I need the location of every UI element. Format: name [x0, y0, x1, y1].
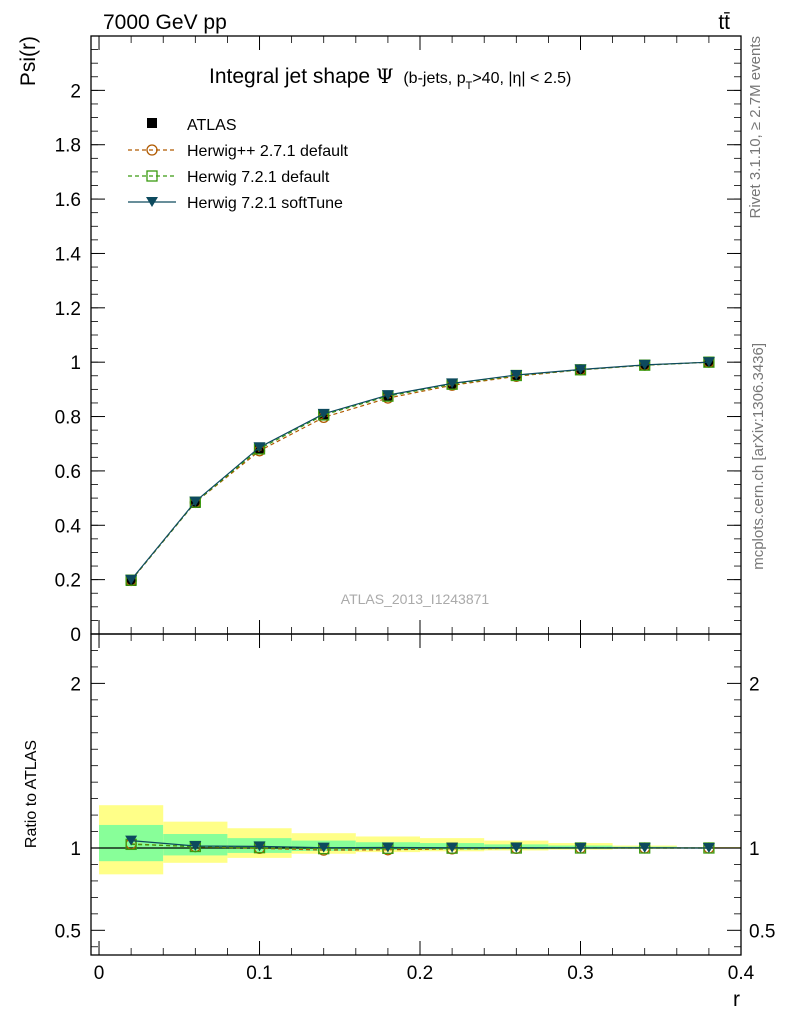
ratio-plot-panel: 0.5 0.5 1 1 2 2 0 0.1 0.2 0.3 0.4 Ratio to ATLAS r: [23, 633, 775, 1011]
chart-title-main: Integral jet shape: [209, 65, 370, 88]
legend-label: Herwig++ 2.7.1 default: [187, 143, 349, 160]
main-y-tick-label: 0.6: [55, 462, 81, 483]
ratio-series-2-point: [574, 842, 587, 853]
x-axis-label: r: [733, 988, 740, 1011]
ratio-series-2-point: [381, 842, 394, 853]
main-y-tick-label: 1.8: [55, 136, 81, 157]
ratio-series-line-1: [131, 843, 709, 850]
legend-marker-circle-open: [146, 144, 158, 156]
main-y-tick-label: 0.2: [55, 571, 81, 592]
ratio-uncertainty-bands: [99, 805, 741, 875]
legend-marker-square-open: [146, 170, 158, 182]
svg-text:Integral jet shape Ψ: Integral jet shape Ψ (b-jets, pT>40, |η|…: [209, 64, 571, 92]
main-series-3-point: [510, 369, 523, 380]
main-y-tick-label: 0: [70, 625, 81, 646]
main-plot-panel: 0 0.2 0.4 0.6 0.8 1 1.2 1.4 1.6 1.8 2 Psi(r) ATLAS…: [17, 35, 742, 646]
legend: ATLAS Herwig++ 2.7.1 default Herwig 7.2.…: [128, 117, 349, 212]
mcplots-side-label: mcplots.cern.ch [arXiv:1306.3436]: [750, 343, 767, 570]
main-series-3-point: [189, 496, 202, 507]
x-tick-label: 0.2: [407, 963, 433, 984]
main-y-tick-label: 0.4: [55, 516, 82, 537]
legend-item-herwigpp-271: Herwig++ 2.7.1 default: [128, 143, 349, 160]
ratio-plot-frame: [90, 633, 742, 956]
main-y-tick-label: 1.4: [55, 244, 82, 265]
x-tick-label: 0.3: [567, 963, 593, 984]
main-series-3-point: [638, 359, 651, 370]
chart-title: Integral jet shape Ψ (b-jets, pT>40, |η|…: [209, 64, 571, 92]
header-right-label: tt̄: [718, 11, 730, 34]
ratio-y-axis-label: Ratio to ATLAS: [23, 740, 40, 848]
main-y-tick-label: 1.2: [55, 299, 81, 320]
legend-label: ATLAS: [187, 117, 237, 134]
main-series-3-point: [253, 442, 266, 453]
legend-label: Herwig 7.2.1 default: [187, 169, 330, 186]
legend-item-atlas: ATLAS: [147, 117, 237, 134]
ratio-y-tick-label: 2: [70, 674, 81, 695]
main-series-3-point: [317, 408, 330, 419]
chart-title-cut: (b-jets, p: [403, 70, 465, 87]
ratio-series-2-point: [189, 841, 202, 852]
ratio-y-tick-label: 0.5: [55, 921, 81, 942]
legend-item-herwig721-default: Herwig 7.2.1 default: [128, 169, 330, 186]
ratio-plot-axes: 0.5 0.5 1 1 2 2 0 0.1 0.2 0.3 0.4: [55, 633, 775, 984]
main-series-3-point: [446, 378, 459, 389]
rivet-side-label: Rivet 3.1.10, ≥ 2.7M events: [747, 36, 764, 219]
main-y-tick-label: 0.8: [55, 408, 81, 429]
main-series-line-1: [130, 361, 709, 581]
ratio-series-2-point: [638, 842, 651, 853]
ratio-series-line-2: [131, 840, 709, 849]
ratio-series-2-point: [510, 842, 523, 853]
ratio-y-tick-label-right: 1: [749, 839, 760, 860]
main-plot-axes: 0 0.2 0.4 0.6 0.8 1 1.2 1.4 1.6 1.8 2: [55, 35, 742, 646]
chart-title-symbol: Ψ: [376, 64, 394, 88]
ratio-y-tick-label: 1: [70, 839, 81, 860]
main-y-tick-label: 1.6: [55, 190, 81, 211]
main-series-line-3: [130, 361, 709, 581]
chart-title-cut-sub: T: [466, 80, 473, 92]
ratio-series-2-point: [125, 835, 138, 846]
legend-label: Herwig 7.2.1 softTune: [187, 195, 343, 212]
x-tick-label: 0.4: [728, 963, 755, 984]
ratio-y-tick-label-right: 0.5: [749, 921, 775, 942]
ratio-series-line-0: [131, 843, 709, 851]
ratio-series-2-point: [317, 842, 330, 853]
main-series-3-point: [702, 357, 715, 368]
main-y-axis-label: Psi(r): [17, 36, 40, 86]
legend-marker-triangle-down-filled: [146, 197, 158, 207]
ratio-plot-marks: [91, 835, 741, 856]
main-series-3-point: [125, 574, 138, 585]
main-y-tick-label: 1: [70, 353, 81, 374]
legend-item-herwig721-softtune: Herwig 7.2.1 softTune: [128, 195, 343, 212]
ratio-y-tick-label-right: 2: [749, 674, 760, 695]
legend-marker-square-filled: [147, 118, 157, 128]
x-tick-label: 0: [94, 963, 105, 984]
main-plot-marks: [125, 356, 715, 587]
ratio-series-2-point: [702, 843, 715, 853]
ratio-series-2-point: [253, 841, 266, 852]
main-y-tick-label: 2: [70, 81, 81, 102]
chart-title-cut-rest: >40, |η| < 2.5): [472, 70, 571, 87]
main-series-3-point: [574, 364, 587, 375]
main-series-3-point: [381, 390, 394, 401]
watermark-label: ATLAS_2013_I1243871: [341, 591, 490, 607]
ratio-series-2-point: [446, 842, 459, 853]
x-tick-label: 0.1: [246, 963, 272, 984]
header-left-label: 7000 GeV pp: [103, 11, 227, 34]
main-series-line-2: [130, 361, 709, 581]
